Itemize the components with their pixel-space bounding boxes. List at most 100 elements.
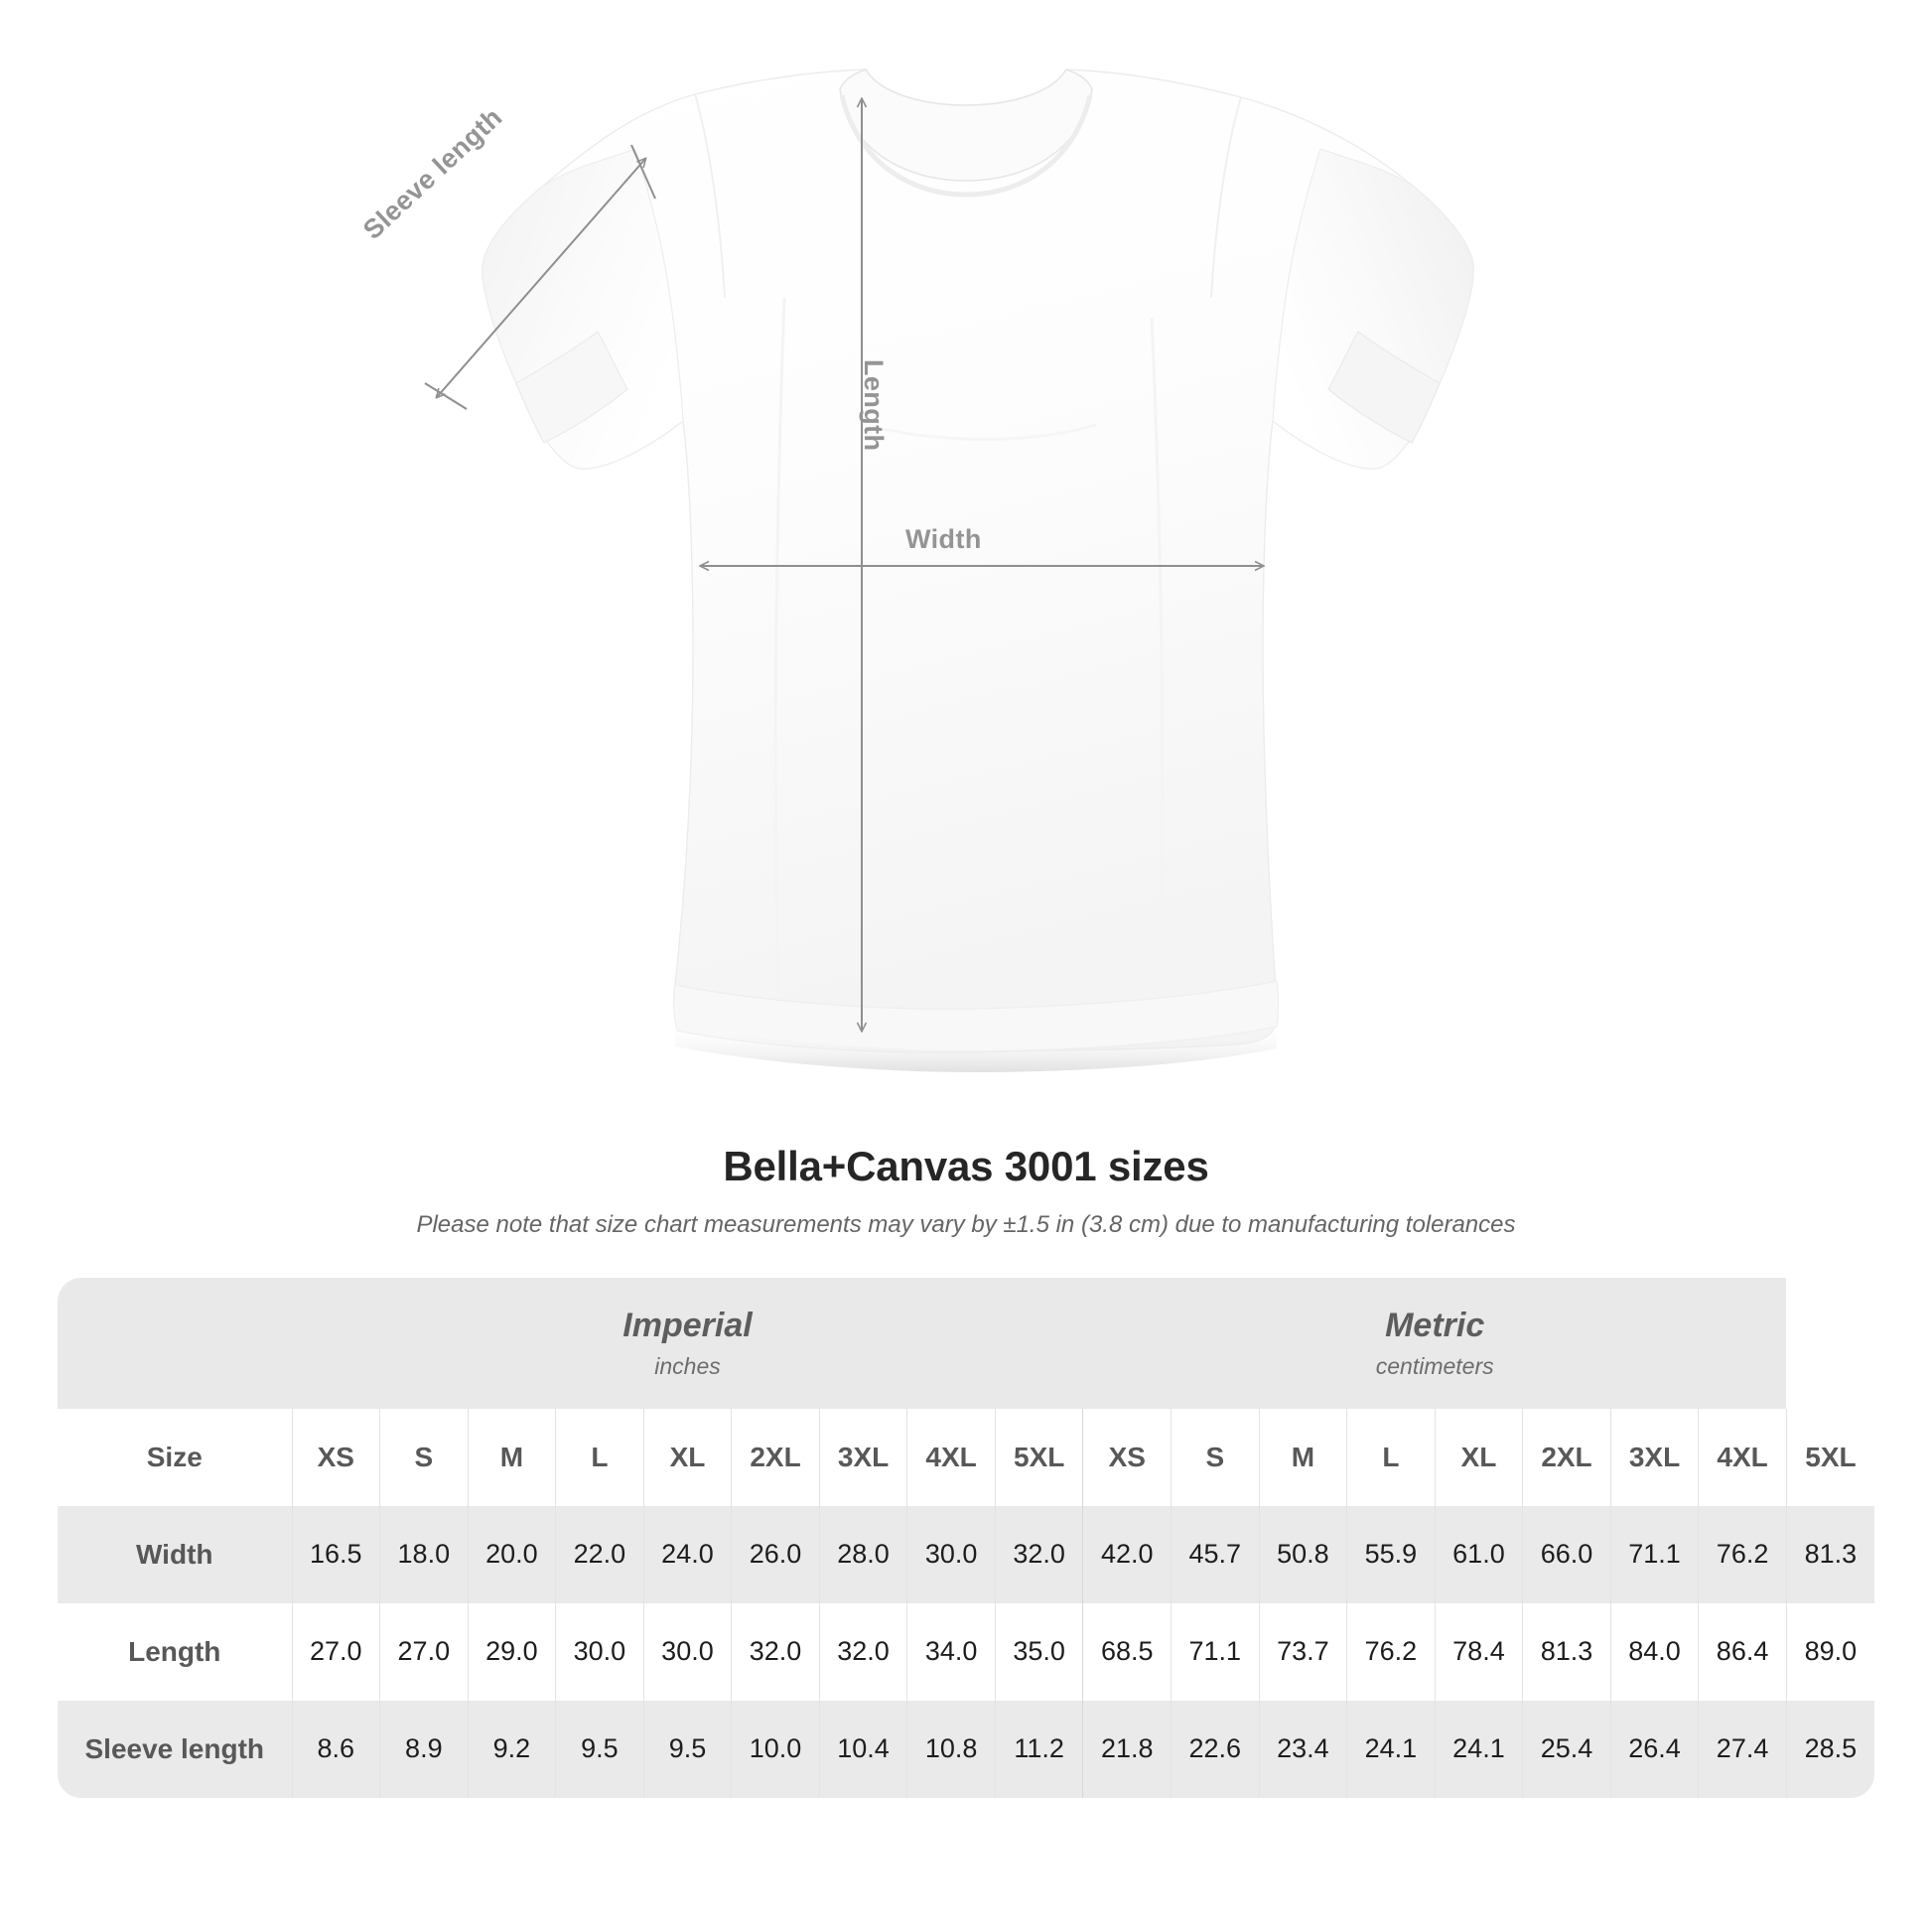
page-subtitle: Please note that size chart measurements…	[416, 1211, 1516, 1239]
page-title: Bella+Canvas 3001 sizes	[723, 1143, 1209, 1189]
size-col-imperial-0: XS	[291, 1408, 380, 1506]
cell-width-metric-2: 50.8	[1258, 1505, 1347, 1603]
cell-sleeve-metric-4: 24.1	[1434, 1700, 1523, 1798]
size-chart-table-container: Imperial inches Metric centimeters Size …	[58, 1277, 1874, 1798]
hem-shadow	[675, 1023, 1277, 1072]
cell-length-metric-8: 89.0	[1785, 1602, 1874, 1701]
cell-sleeve-metric-6: 26.4	[1609, 1700, 1699, 1798]
fold-chest	[873, 423, 1097, 441]
cell-width-imperial-3: 22.0	[555, 1505, 644, 1603]
size-col-imperial-6: 3XL	[818, 1408, 907, 1506]
size-col-metric-4: XL	[1434, 1408, 1523, 1506]
cell-length-metric-6: 84.0	[1609, 1602, 1699, 1701]
cell-sleeve-metric-8: 28.5	[1785, 1700, 1874, 1798]
cell-length-metric-3: 76.2	[1346, 1602, 1436, 1701]
cell-width-imperial-2: 20.0	[467, 1505, 556, 1603]
cell-sleeve-imperial-0: 8.6	[291, 1700, 380, 1798]
cell-length-metric-7: 86.4	[1698, 1602, 1787, 1701]
unit-group-header-row: Imperial inches Metric centimeters	[58, 1277, 1874, 1409]
length-label: Length	[859, 359, 889, 452]
size-col-metric-5: 2XL	[1522, 1408, 1611, 1506]
size-col-imperial-7: 4XL	[906, 1408, 996, 1506]
cell-sleeve-imperial-5: 10.0	[731, 1700, 820, 1798]
cell-sleeve-imperial-8: 11.2	[994, 1700, 1083, 1798]
size-col-imperial-5: 2XL	[731, 1408, 820, 1506]
size-header-label: Size	[58, 1408, 292, 1506]
tshirt-illustration	[424, 69, 1474, 1072]
cell-length-imperial-6: 32.0	[818, 1602, 907, 1701]
fold-right	[1150, 317, 1165, 998]
size-col-metric-2: M	[1258, 1408, 1347, 1506]
cell-width-imperial-8: 32.0	[994, 1505, 1083, 1603]
cell-width-imperial-5: 26.0	[731, 1505, 820, 1603]
table-row: Sleeve length 8.6 8.9 9.2 9.5 9.5 10.0 1…	[58, 1700, 1874, 1798]
width-label: Width	[905, 524, 982, 554]
size-col-metric-0: XS	[1082, 1408, 1172, 1506]
cell-width-imperial-7: 30.0	[906, 1505, 996, 1603]
tshirt-diagram: Sleeve length Length Width	[357, 69, 1474, 1072]
table-row: Length 27.0 27.0 29.0 30.0 30.0 32.0 32.…	[58, 1602, 1874, 1701]
cell-length-imperial-2: 29.0	[467, 1602, 556, 1701]
unit-group-metric-name: Metric	[1385, 1306, 1485, 1344]
right-cuff	[1327, 331, 1441, 444]
cell-sleeve-imperial-6: 10.4	[818, 1700, 907, 1798]
row-label-width: Width	[58, 1505, 292, 1603]
cell-sleeve-metric-2: 23.4	[1258, 1700, 1347, 1798]
size-col-metric-1: S	[1171, 1408, 1260, 1506]
cell-width-imperial-6: 28.0	[818, 1505, 907, 1603]
cell-width-metric-6: 71.1	[1609, 1505, 1699, 1603]
unit-group-imperial: Imperial inches	[292, 1277, 1083, 1409]
size-col-imperial-8: 5XL	[994, 1408, 1083, 1506]
cell-width-metric-5: 66.0	[1522, 1505, 1611, 1603]
cell-length-metric-0: 68.5	[1082, 1602, 1172, 1701]
right-shoulder-seam	[1210, 96, 1242, 299]
size-col-metric-3: L	[1346, 1408, 1436, 1506]
cell-sleeve-imperial-4: 9.5	[642, 1700, 732, 1798]
cell-length-imperial-4: 30.0	[642, 1602, 732, 1701]
cell-width-metric-4: 61.0	[1434, 1505, 1523, 1603]
cell-sleeve-metric-3: 24.1	[1346, 1700, 1436, 1798]
cell-sleeve-metric-1: 22.6	[1171, 1700, 1260, 1798]
cell-length-imperial-1: 27.0	[379, 1602, 469, 1701]
unit-group-metric-sub: centimeters	[1375, 1353, 1494, 1380]
fold-left	[773, 297, 786, 994]
left-shoulder-seam	[694, 93, 726, 299]
cell-length-imperial-0: 27.0	[291, 1602, 380, 1701]
size-col-imperial-4: XL	[642, 1408, 732, 1506]
cell-width-imperial-0: 16.5	[291, 1505, 380, 1603]
row-label-length: Length	[58, 1602, 292, 1701]
row-label-sleeve-length: Sleeve length	[58, 1700, 292, 1798]
cell-sleeve-metric-5: 25.4	[1522, 1700, 1611, 1798]
table-row: Width 16.5 18.0 20.0 22.0 24.0 26.0 28.0…	[58, 1505, 1874, 1603]
cell-sleeve-metric-7: 27.4	[1698, 1700, 1787, 1798]
cell-length-metric-1: 71.1	[1171, 1602, 1260, 1701]
cell-length-metric-2: 73.7	[1258, 1602, 1347, 1701]
heading-block: Bella+Canvas 3001 sizes Please note that…	[0, 1143, 1932, 1240]
cell-width-imperial-4: 24.0	[642, 1505, 732, 1603]
cell-length-metric-5: 81.3	[1522, 1602, 1611, 1701]
sleeve-length-tick-bottom	[424, 382, 468, 410]
unit-group-metric: Metric centimeters	[1082, 1277, 1787, 1409]
cell-sleeve-imperial-7: 10.8	[906, 1700, 996, 1798]
size-header-row: Size XS S M L XL 2XL 3XL 4XL 5XL XS S M …	[58, 1408, 1874, 1506]
cell-length-imperial-8: 35.0	[994, 1602, 1083, 1701]
size-col-imperial-2: M	[467, 1408, 556, 1506]
cell-sleeve-imperial-3: 9.5	[555, 1700, 644, 1798]
cell-sleeve-metric-0: 21.8	[1082, 1700, 1172, 1798]
unit-group-imperial-name: Imperial	[622, 1306, 753, 1344]
cell-width-imperial-1: 18.0	[379, 1505, 469, 1603]
size-chart-table: Imperial inches Metric centimeters Size …	[58, 1277, 1874, 1798]
size-col-metric-7: 4XL	[1698, 1408, 1787, 1506]
cell-width-metric-0: 42.0	[1082, 1505, 1172, 1603]
cell-length-imperial-3: 30.0	[555, 1602, 644, 1701]
cell-width-metric-8: 81.3	[1785, 1505, 1874, 1603]
cell-width-metric-7: 76.2	[1698, 1505, 1787, 1603]
sleeve-length-tick-top	[630, 144, 656, 200]
size-col-imperial-1: S	[379, 1408, 469, 1506]
unit-header-spacer	[58, 1277, 292, 1409]
unit-group-imperial-sub: inches	[654, 1353, 721, 1380]
cell-sleeve-imperial-1: 8.9	[379, 1700, 469, 1798]
cell-length-metric-4: 78.4	[1434, 1602, 1523, 1701]
cell-length-imperial-5: 32.0	[731, 1602, 820, 1701]
sleeve-length-arrow	[437, 159, 645, 397]
